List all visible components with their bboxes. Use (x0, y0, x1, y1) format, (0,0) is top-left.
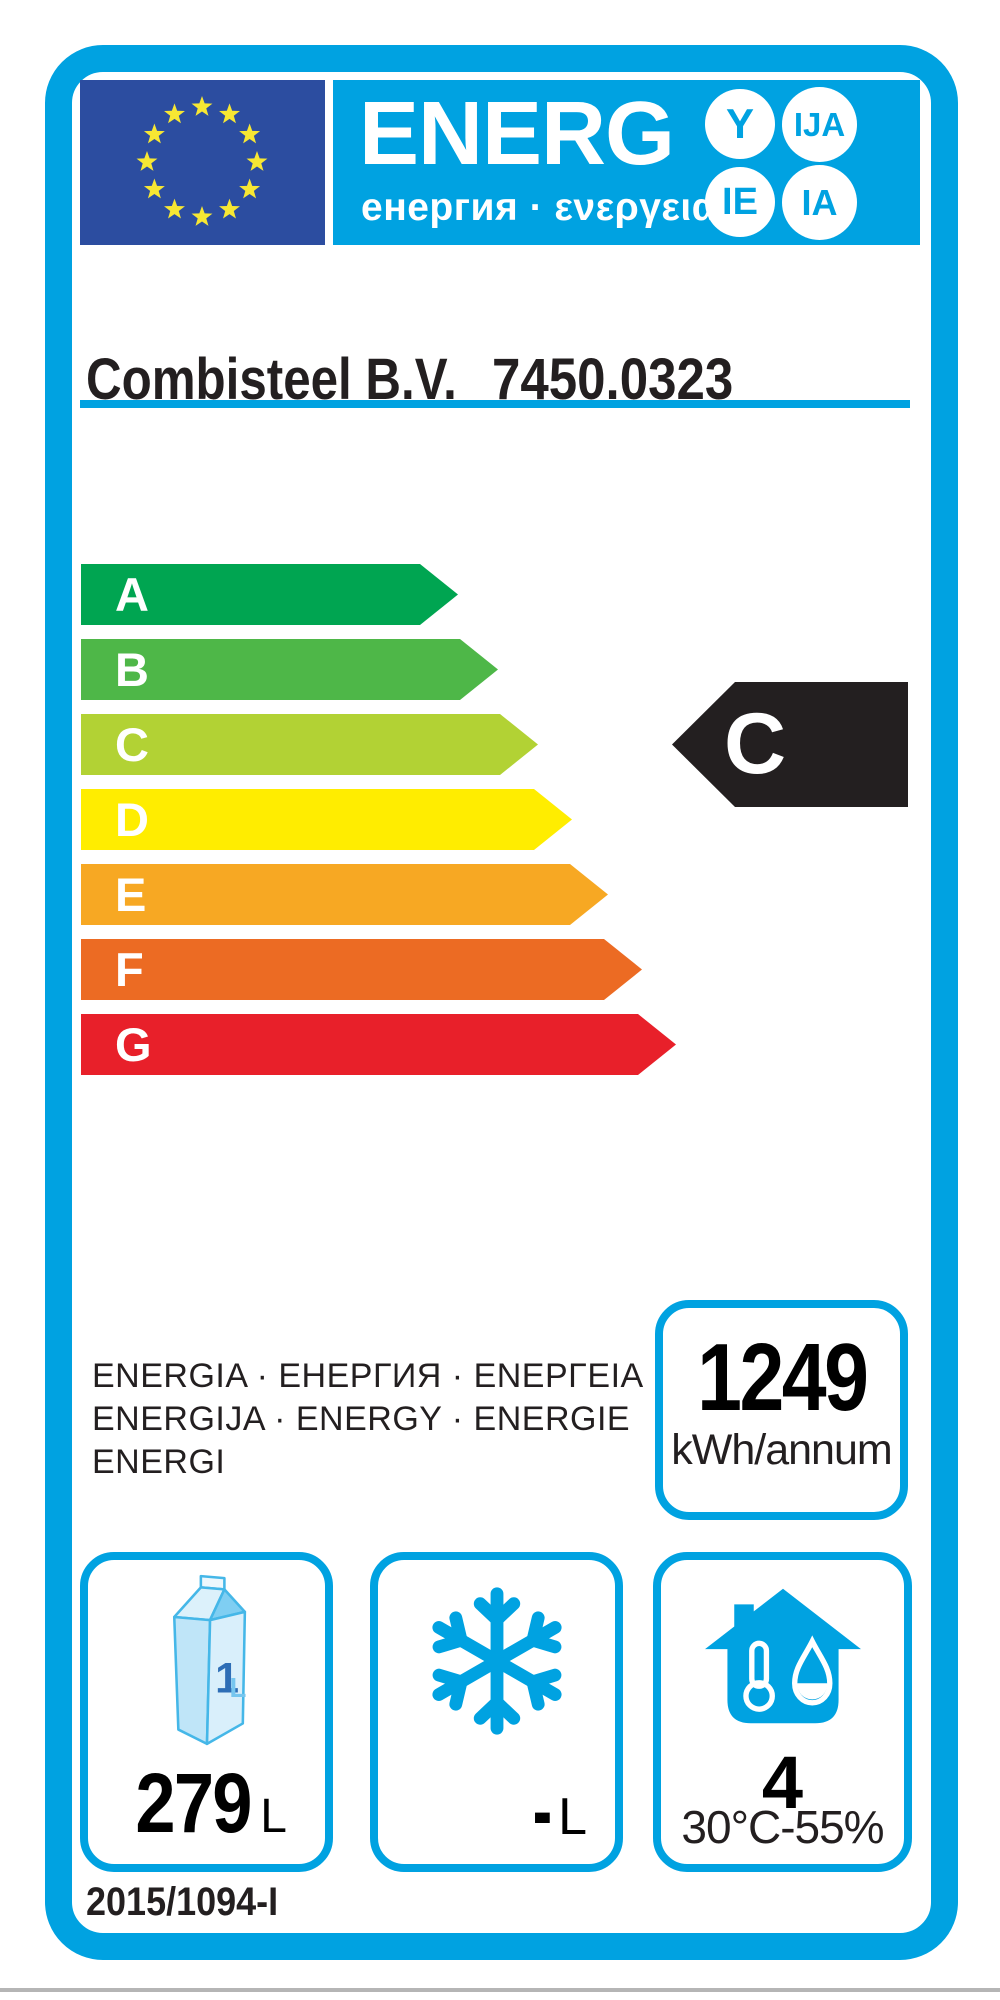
grade-letter: A (115, 568, 149, 621)
annual-consumption-value: 1249 (696, 1324, 869, 1431)
eu-stars-icon (136, 96, 268, 226)
energy-words-line3: ENERGI (92, 1443, 226, 1481)
page-bottom-edge (0, 1988, 1000, 1992)
efficiency-bar-b: B (81, 639, 498, 700)
efficiency-bar-e: E (81, 864, 608, 925)
house-climate-icon (704, 1588, 861, 1724)
header-divider (80, 400, 910, 408)
climate-range: 30°C-55% (681, 1801, 884, 1853)
freezer-volume-box: -L (370, 1552, 623, 1872)
energy-words-line2: ENERGIJA · ENERGY · ENERGIE (92, 1400, 631, 1438)
energy-words: ENERGIA · ЕНЕРГИЯ · ΕΝΕΡΓΕΙΑ ENERGIJA · … (92, 1355, 644, 1484)
carton-size-value: 1 (215, 1655, 239, 1703)
suffix-badge-y: Y (705, 89, 775, 159)
energy-words-line1: ENERGIA · ЕНЕРГИЯ · ΕΝΕΡΓΕΙΑ (92, 1357, 644, 1395)
fridge-volume-value: 279 (135, 1756, 252, 1850)
fridge-volume-row: 279 L (88, 1755, 325, 1852)
grade-letter: B (115, 643, 149, 696)
efficiency-bar-f: F (81, 939, 642, 1000)
eu-flag (80, 80, 325, 245)
efficiency-bar-d: D (81, 789, 572, 850)
efficiency-bar-a: A (81, 564, 458, 625)
suffix-badge-ie: IE (705, 167, 775, 237)
annual-consumption-unit: kWh/annum (671, 1426, 892, 1474)
freezer-volume-value: - (532, 1762, 553, 1860)
rated-class-letter: C (724, 696, 787, 792)
fridge-volume-unit: L (260, 1790, 287, 1843)
regulation-reference: 2015/1094-I (86, 1880, 279, 1924)
annual-consumption-box: 1249 kWh/annum (655, 1300, 908, 1520)
grade-letter: D (115, 793, 149, 846)
snowflake-icon (431, 1587, 562, 1735)
grade-letter: C (115, 718, 149, 771)
climate-class-box: 4 30°C-55% (653, 1552, 912, 1872)
label-border (45, 45, 958, 1960)
fridge-volume-box: 1 L 279 L (80, 1552, 333, 1872)
milk-carton-icon: 1 L (172, 1574, 246, 1746)
thermometer-bulb (742, 1680, 775, 1712)
efficiency-bar-c: C (81, 714, 538, 775)
carton-size-unit: L (229, 1672, 246, 1703)
thermometer-icon (748, 1640, 769, 1689)
energ-banner: ENERG енергия · ενεργεια Y IJA IE IA (333, 80, 920, 245)
suffix-badge-ia: IA (782, 165, 857, 240)
grade-letter: F (115, 943, 144, 996)
suffix-badge-ija: IJA (782, 87, 857, 162)
climate-class-value: 4 (761, 1741, 804, 1824)
energ-word: ENERG (359, 84, 675, 184)
efficiency-bar-g: G (81, 1014, 676, 1075)
droplet-icon (791, 1635, 832, 1706)
freezer-volume-row: -L (533, 1762, 587, 1860)
grade-letter: G (115, 1018, 152, 1071)
energ-subtitle: енергия · ενεργεια (361, 186, 717, 229)
freezer-volume-unit: L (558, 1788, 587, 1846)
grade-letter: E (115, 868, 147, 921)
